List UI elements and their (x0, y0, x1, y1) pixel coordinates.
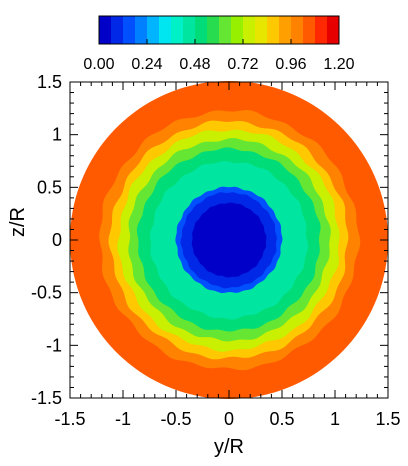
x-tick-label: -1 (115, 409, 131, 429)
x-tick-labels: -1.5 -1 -0.5 0 0.5 1 1.5 (54, 409, 400, 429)
x-axis-label: y/R (214, 436, 244, 458)
colorbar-tick-label: 0.96 (275, 56, 306, 73)
colorbar-segment (135, 16, 148, 44)
y-axis-label: z/R (7, 207, 29, 237)
contour-field (70, 81, 388, 399)
colorbar (98, 15, 340, 45)
colorbar-tick-label: 0.48 (179, 56, 210, 73)
colorbar-segment (111, 16, 124, 44)
y-tick-label: -0.5 (31, 283, 62, 303)
y-tick-label: 1 (52, 125, 62, 145)
colorbar-segment (267, 16, 280, 44)
colorbar-tick-label: 1.20 (323, 56, 354, 73)
y-tick-label: 0 (52, 230, 62, 250)
x-tick-label: -1.5 (54, 409, 85, 429)
colorbar-segment (195, 16, 208, 44)
colorbar-segment (315, 16, 328, 44)
x-tick-label: 0 (224, 409, 234, 429)
y-tick-label: -1 (46, 335, 62, 355)
colorbar-segment (171, 16, 184, 44)
colorbar-segment (255, 16, 268, 44)
x-tick-label: 0.5 (269, 409, 294, 429)
y-tick-label: 0.5 (37, 177, 62, 197)
x-tick-label: -0.5 (160, 409, 191, 429)
colorbar-segment (243, 16, 256, 44)
colorbar-segment (219, 16, 232, 44)
colorbar-tick-labels: 0.00 0.24 0.48 0.72 0.96 1.20 (83, 56, 354, 73)
colorbar-frame (98, 15, 340, 45)
colorbar-tick-label: 0.24 (131, 56, 162, 73)
colorbar-segment (183, 16, 196, 44)
contour-band (191, 202, 267, 278)
colorbar-segment (291, 16, 304, 44)
colorbar-segment (99, 16, 112, 44)
colorbar-tick-label: 0.72 (227, 56, 258, 73)
colorbar-segment (147, 16, 160, 44)
colorbar-segment (207, 16, 220, 44)
colorbar-segment (231, 16, 244, 44)
colorbar-segment (303, 16, 316, 44)
x-tick-label: 1 (330, 409, 340, 429)
colorbar-segment (159, 16, 172, 44)
colorbar-segment (327, 16, 340, 44)
y-tick-label: -1.5 (31, 388, 62, 408)
x-tick-label: 1.5 (375, 409, 400, 429)
axis-ticks (69, 81, 389, 399)
y-tick-labels: 1.5 1 0.5 0 -0.5 -1 -1.5 (31, 72, 62, 408)
colorbar-segment (123, 16, 136, 44)
colorbar-tick-label: 0.00 (83, 56, 114, 73)
colorbar-segment (279, 16, 292, 44)
y-tick-label: 1.5 (37, 72, 62, 92)
